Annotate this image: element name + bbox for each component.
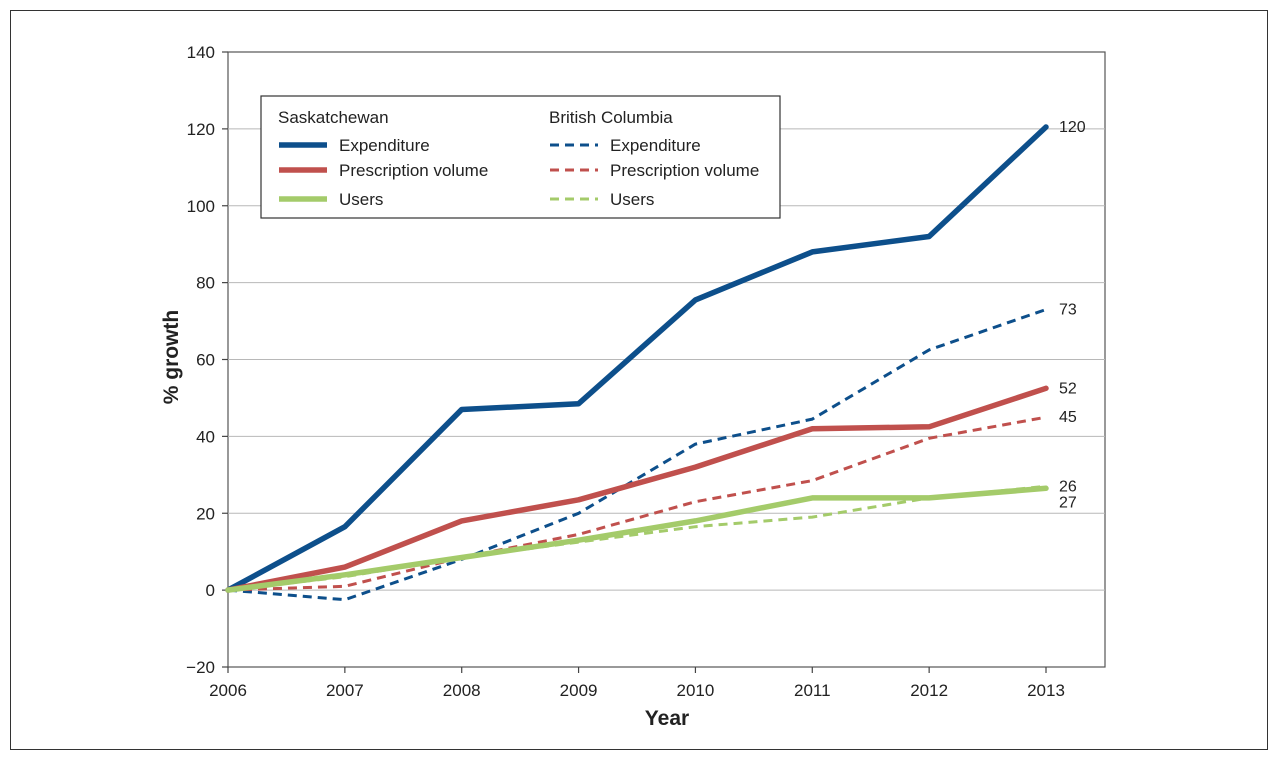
legend-items: Expenditure Prescription volume Users Expen… (279, 136, 759, 209)
x-tick-label: 2013 (1027, 681, 1065, 700)
y-tick-label: 80 (196, 274, 215, 293)
y-axis-title: % growth (160, 310, 183, 405)
y-tick-label: 20 (196, 504, 215, 523)
legend-group-saskatchewan: Saskatchewan (278, 108, 389, 127)
x-tick-label: 2012 (910, 681, 948, 700)
legend-box (260, 95, 781, 219)
x-tick-label: 2010 (677, 681, 715, 700)
end-value-label: 120 (1059, 119, 1086, 136)
legend-label: Prescription volume (610, 161, 759, 180)
end-value-label: 45 (1059, 409, 1077, 426)
y-tick-label: 0 (206, 581, 215, 600)
axes: 140 120 100 80 60 40 20 0 −20 2006 2007 2008 2009 201… (186, 43, 1065, 700)
x-tick-label: 2009 (560, 681, 598, 700)
legend-group-british-columbia: British Columbia (549, 108, 673, 127)
end-value-label: 52 (1059, 380, 1077, 397)
legend-label: Users (610, 190, 654, 209)
legend-label: Users (339, 190, 383, 209)
figure-frame (10, 10, 1268, 750)
y-tick-label: 140 (187, 43, 215, 62)
bc-prescription-volume-line (227, 415, 1047, 592)
x-tick-label: 2008 (443, 681, 481, 700)
y-tick-label: 60 (196, 351, 215, 370)
legend: Saskatchewan British Columbia Expenditur… (260, 95, 781, 219)
y-tick-label: 40 (196, 427, 215, 446)
y-tick-label: 100 (187, 197, 215, 216)
legend-label: Expenditure (339, 136, 430, 155)
x-tick-label: 2006 (209, 681, 247, 700)
sk-prescription-volume-line (225, 385, 1049, 593)
end-value-label: 26 (1059, 478, 1077, 495)
x-axis-title: Year (645, 707, 689, 730)
series-lines (225, 124, 1049, 602)
end-value-label: 27 (1059, 494, 1077, 511)
legend-label: Expenditure (610, 136, 701, 155)
legend-label: Prescription volume (339, 161, 488, 180)
y-tick-label: 120 (187, 120, 215, 139)
sk-expenditure-line (225, 124, 1049, 593)
x-tick-label: 2011 (794, 681, 831, 700)
end-value-label: 73 (1059, 302, 1077, 319)
x-tick-label: 2007 (326, 681, 364, 700)
sk-users-line (225, 485, 1049, 593)
bc-expenditure-line (227, 308, 1047, 602)
y-tick-label: −20 (186, 658, 215, 677)
